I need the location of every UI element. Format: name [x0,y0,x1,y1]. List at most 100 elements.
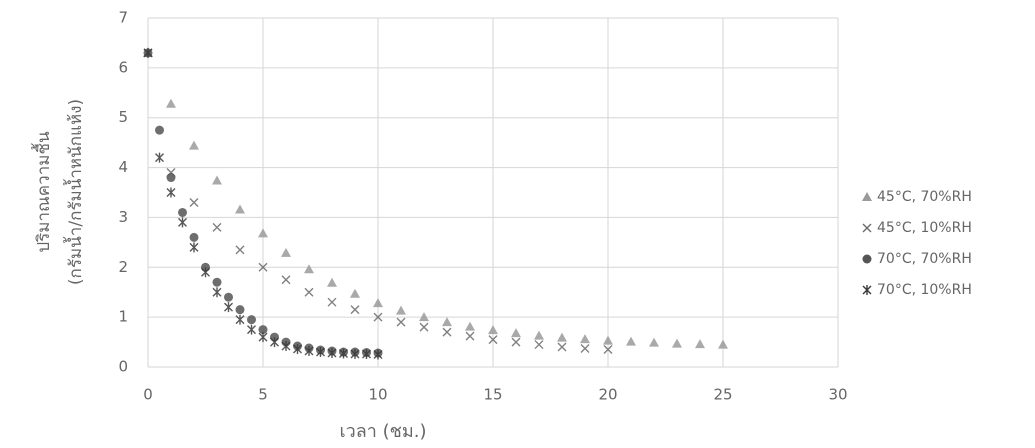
x-tick-label: 10 [368,386,387,404]
data-point [166,187,176,198]
y-axis-title: (กรัมน้ำ/กรัมน้ำหนักแห้ง) [63,99,86,285]
data-point [350,305,360,315]
data-point [143,47,153,58]
data-point [649,337,659,347]
data-point [465,321,475,331]
data-point [178,207,187,217]
data-point [281,341,291,352]
y-tick-label: 6 [118,58,128,76]
data-point [362,349,371,360]
x-tick-label: 25 [713,386,732,404]
data-point [212,222,222,232]
legend-marker [862,192,872,201]
data-point [247,315,256,325]
data-point [304,264,314,274]
data-point [166,173,176,183]
data-point [235,305,245,315]
data-point [212,175,222,185]
legend-marker [862,223,872,233]
data-point [258,332,268,343]
data-point [235,314,245,325]
legend-label: 70°C, 70%RH [877,251,972,267]
data-point [178,217,187,228]
data-point [166,98,176,108]
y-tick-label: 4 [118,158,128,176]
data-point [247,324,256,335]
data-point [511,337,521,347]
data-point [212,277,222,287]
data-point [270,337,279,348]
data-point [396,305,406,315]
legend-label: 70°C, 10%RH [877,282,972,298]
data-point [419,312,429,322]
data-point [488,325,498,335]
y-tick-label: 1 [118,308,128,326]
data-point [442,327,452,337]
data-point [189,232,199,242]
y-axis-title: ปริมาณความชื้น [31,131,54,253]
x-tick-label: 15 [483,386,502,404]
x-axis-title: เวลา (ชม.) [340,421,427,442]
data-point [465,331,475,341]
data-point [224,292,233,302]
x-tick-label: 20 [598,386,617,404]
data-point [373,349,383,360]
y-tick-label: 5 [118,108,128,126]
data-point [327,297,337,307]
data-point [304,287,314,297]
data-point [580,334,590,344]
data-point [281,275,291,285]
data-point [396,317,406,327]
data-point [672,338,682,348]
data-point [580,344,590,354]
y-tick-label: 2 [118,258,128,276]
data-point [695,339,705,349]
data-point [373,312,383,322]
data-point [235,245,245,255]
legend-marker [862,254,872,264]
data-point [212,287,222,298]
data-point [258,325,268,335]
data-point [327,277,337,287]
y-tick-label: 0 [118,358,128,376]
data-point [189,242,199,253]
x-tick-label: 0 [143,386,153,404]
data-point [718,339,728,349]
data-point [304,346,314,357]
y-tick-label: 7 [118,9,128,27]
x-tick-label: 5 [258,386,268,404]
data-point [626,336,636,346]
data-point [316,347,325,358]
data-point [155,125,164,135]
data-point [511,328,521,338]
data-point [258,262,268,272]
data-point [534,330,544,340]
data-point [350,288,360,298]
y-tick-label: 3 [118,208,128,226]
data-point [327,348,337,359]
data-point [189,197,199,207]
data-point [488,335,498,345]
data-point [201,267,210,278]
data-point [350,349,360,360]
legend-marker [862,285,872,295]
data-point [603,345,613,355]
data-point [603,335,613,345]
legend-label: 45°C, 70%RH [877,189,972,205]
data-point [557,342,567,352]
legend-label: 45°C, 10%RH [877,220,972,236]
data-point [419,322,429,332]
data-point [235,204,245,214]
data-point [155,152,164,163]
data-point [224,302,233,313]
x-tick-label: 30 [828,386,847,404]
data-point [258,228,268,238]
data-point [339,348,348,359]
data-point [373,298,383,308]
data-point [534,340,544,350]
data-point [189,140,199,150]
data-point [442,317,452,327]
data-point [557,332,567,342]
